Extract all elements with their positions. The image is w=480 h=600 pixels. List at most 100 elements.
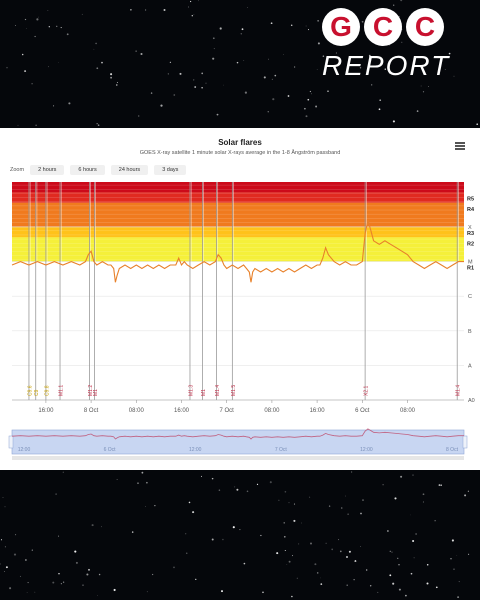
x-tick-label: 08:00	[400, 408, 416, 414]
star	[388, 72, 391, 74]
star	[4, 506, 6, 508]
star	[377, 591, 379, 593]
star	[130, 8, 132, 11]
star	[309, 90, 312, 93]
navigator-tick-label: 6 Oct	[104, 447, 117, 453]
star	[284, 490, 287, 493]
star	[173, 566, 175, 569]
flux-class-label: C	[468, 294, 472, 300]
star	[392, 120, 395, 123]
star	[310, 93, 313, 95]
severity-band	[12, 202, 464, 227]
r-scale-label: R4	[467, 207, 475, 213]
star	[21, 53, 24, 56]
star	[201, 87, 203, 89]
star	[309, 496, 311, 498]
star	[401, 41, 403, 43]
navigator-series-line	[11, 428, 464, 440]
navigator-right-handle	[462, 435, 468, 449]
star	[212, 37, 215, 40]
star	[194, 86, 197, 88]
star	[444, 69, 446, 70]
navigator-left-handle	[8, 435, 14, 449]
star	[48, 66, 49, 68]
star	[389, 550, 391, 552]
star	[232, 526, 235, 529]
flare-marker-label: M1.1	[59, 385, 65, 396]
flare-marker-label: M1	[93, 389, 99, 396]
star	[179, 72, 182, 75]
star	[397, 557, 399, 559]
zoom-6h-button[interactable]: 6 hours	[70, 165, 105, 175]
star	[97, 124, 100, 127]
star	[384, 68, 386, 70]
star	[413, 557, 415, 559]
star	[448, 52, 451, 55]
severity-band	[12, 237, 464, 262]
star	[267, 111, 269, 113]
star	[272, 98, 275, 101]
star	[36, 18, 39, 21]
star	[25, 559, 27, 561]
star	[60, 27, 62, 29]
star	[138, 115, 140, 117]
flux-class-label: B	[468, 329, 472, 335]
star	[298, 543, 300, 545]
star	[320, 577, 321, 579]
star	[96, 67, 99, 70]
zoom-3d-button[interactable]: 3 days	[154, 165, 187, 175]
star	[416, 110, 419, 112]
star	[316, 69, 318, 70]
star	[211, 477, 214, 480]
star	[244, 91, 247, 94]
hamburger-menu-icon[interactable]	[455, 142, 465, 150]
star	[382, 484, 384, 486]
star	[307, 98, 310, 101]
star	[327, 90, 329, 93]
star	[269, 481, 272, 484]
star	[91, 524, 94, 527]
star	[95, 42, 97, 45]
zoom-24h-button[interactable]: 24 hours	[110, 165, 149, 175]
star	[288, 502, 290, 504]
logo-letter: C	[364, 8, 402, 46]
star	[338, 539, 340, 541]
r-scale-label: R3	[467, 231, 474, 237]
star	[189, 0, 192, 3]
star	[191, 15, 193, 17]
star	[186, 552, 188, 554]
navigator-tick-label: 12:00	[18, 447, 31, 453]
flare-marker-label: M1.4	[215, 385, 221, 396]
flare-marker-label: C9.8	[44, 385, 50, 396]
star	[391, 551, 393, 553]
star	[270, 22, 273, 25]
star	[467, 490, 470, 492]
star	[283, 522, 285, 524]
star	[348, 550, 351, 553]
star	[58, 535, 60, 537]
star	[131, 531, 134, 533]
star	[426, 564, 429, 566]
logo-word: REPORT	[322, 50, 451, 81]
star	[13, 553, 17, 556]
star	[116, 82, 118, 83]
star	[151, 573, 154, 576]
star	[55, 493, 57, 495]
r-scale-label: R1	[467, 266, 474, 272]
star	[359, 67, 362, 69]
star	[26, 28, 27, 29]
x-tick-label: 8 Oct	[84, 408, 99, 414]
star	[331, 548, 334, 551]
star	[317, 20, 319, 22]
flare-marker-label: M1.5	[231, 385, 237, 396]
star	[335, 52, 337, 54]
zoom-2h-button[interactable]: 2 hours	[30, 165, 65, 175]
star	[360, 512, 362, 515]
star	[369, 585, 372, 587]
star	[4, 546, 6, 548]
star	[288, 560, 291, 563]
x-tick-label: 08:00	[264, 408, 280, 414]
star	[450, 558, 452, 560]
